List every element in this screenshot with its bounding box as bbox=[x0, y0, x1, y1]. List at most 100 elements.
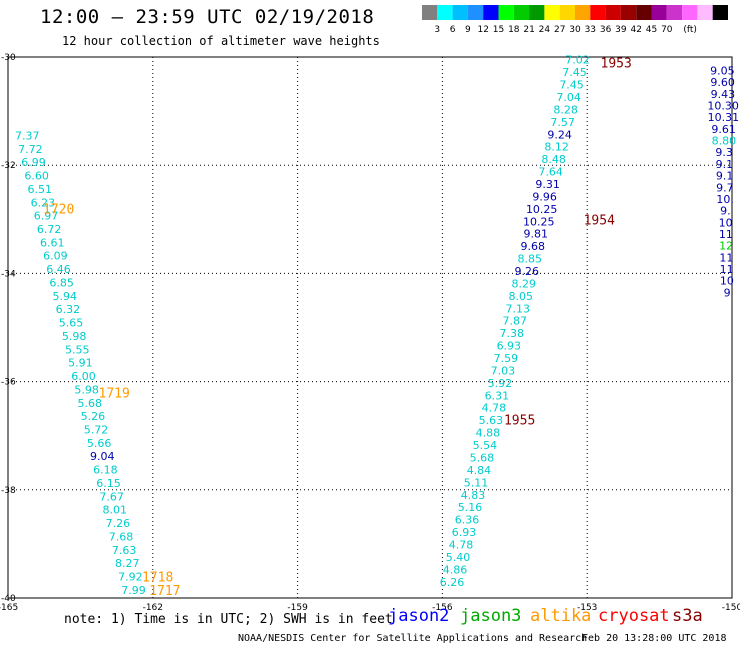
color-swatch bbox=[712, 5, 728, 20]
color-scale-label: 12 bbox=[477, 25, 488, 35]
wave-height-value: 10.25 bbox=[526, 203, 558, 216]
wave-height-value: 9.04 bbox=[90, 450, 115, 463]
color-scale-label: (ft) bbox=[683, 25, 697, 35]
wave-height-value: 10 bbox=[719, 216, 733, 229]
wave-height-value: 5.92 bbox=[488, 377, 513, 390]
legend-jason3: jason3 bbox=[460, 606, 522, 626]
wave-height-value: 6.60 bbox=[24, 170, 49, 183]
color-scale-label: 27 bbox=[554, 25, 565, 35]
wave-height-value: 9.60 bbox=[710, 76, 735, 89]
axis-tick-labels: -165 -162 -159 -156 -153 -150 -30 -32 -34 -36 -38 -… bbox=[0, 53, 740, 613]
wave-height-value: 9.7 bbox=[716, 181, 734, 194]
wave-height-value: 5.98 bbox=[62, 330, 87, 343]
wave-height-value: 5.98 bbox=[74, 383, 99, 396]
wave-height-value: 7.26 bbox=[106, 517, 131, 530]
wave-height-value: 6.93 bbox=[497, 340, 522, 353]
wave-height-value: 6.85 bbox=[49, 276, 74, 289]
wave-height-value: 5.94 bbox=[53, 290, 78, 303]
wave-height-value: 6.18 bbox=[93, 464, 118, 477]
wave-height-value: 9.26 bbox=[515, 265, 540, 278]
color-swatch bbox=[620, 5, 637, 20]
wave-height-value: 5.72 bbox=[84, 423, 109, 436]
wave-height-value: 6.61 bbox=[40, 236, 65, 249]
wave-height-value: 7.72 bbox=[18, 143, 43, 156]
wave-height-value: 10.25 bbox=[523, 215, 555, 228]
color-scale-label: 70 bbox=[661, 25, 673, 35]
wave-height-value: 7.59 bbox=[494, 352, 519, 365]
wave-height-value: 6.36 bbox=[455, 514, 480, 527]
wave-height-value: 10.31 bbox=[708, 111, 740, 124]
wave-height-value: 7.02 bbox=[565, 54, 590, 67]
color-swatch bbox=[636, 5, 652, 20]
wave-height-value: 11 bbox=[719, 228, 733, 241]
wave-height-value: 6.09 bbox=[43, 250, 68, 263]
wave-height-value: 5.68 bbox=[78, 397, 103, 410]
color-scale-label: 30 bbox=[569, 25, 581, 35]
wave-height-value: 10 bbox=[720, 275, 734, 288]
wave-height-value: 9.68 bbox=[520, 240, 545, 253]
longitude-tick-label: -156 bbox=[432, 603, 453, 613]
wave-height-value: 4.83 bbox=[461, 489, 486, 502]
color-scale-label: 9 bbox=[465, 25, 471, 35]
color-scale-label: 45 bbox=[646, 25, 657, 35]
longitude-tick-label: -165 bbox=[0, 603, 18, 613]
pass-time-label: 1717 bbox=[149, 584, 180, 599]
pass-time-label: 1955 bbox=[504, 413, 535, 428]
wave-height-value: 9 bbox=[724, 286, 731, 299]
wave-height-value: 7.45 bbox=[559, 79, 584, 92]
wave-height-value: 9. bbox=[720, 205, 731, 218]
color-scale-label: 36 bbox=[600, 25, 612, 35]
pass-time-label: 1718 bbox=[142, 570, 173, 585]
wave-height-value: 9.3 bbox=[715, 146, 733, 159]
color-swatch bbox=[666, 5, 683, 20]
map-title: 12:00 – 23:59 UTC 02/19/2018 bbox=[40, 6, 375, 28]
wave-height-tracks: 7.377.726.996.606.516.236.976.726.616.09… bbox=[15, 54, 739, 597]
color-swatch bbox=[452, 5, 468, 20]
wave-height-value: 5.55 bbox=[65, 343, 90, 356]
pass-time-label: 1954 bbox=[584, 213, 615, 228]
wave-height-value: 4.78 bbox=[482, 402, 507, 415]
color-scale-label: 42 bbox=[630, 25, 641, 35]
color-swatch bbox=[605, 5, 621, 20]
wave-height-value: 7.99 bbox=[121, 584, 146, 597]
wave-height-value: 8.05 bbox=[509, 290, 534, 303]
color-swatch bbox=[651, 5, 667, 20]
wave-height-value: 7.38 bbox=[500, 327, 525, 340]
wave-height-value: 9.43 bbox=[711, 88, 736, 101]
map-subtitle: 12 hour collection of altimeter wave hei… bbox=[62, 34, 380, 48]
wave-height-value: 8.27 bbox=[115, 557, 140, 570]
wave-height-value: 6.72 bbox=[37, 223, 62, 236]
color-scale-label: 24 bbox=[539, 25, 551, 35]
wave-height-value: 7.37 bbox=[15, 129, 40, 142]
wave-height-value: 6.97 bbox=[34, 210, 59, 223]
color-scale-label: 39 bbox=[615, 25, 627, 35]
wave-height-value: 7.63 bbox=[112, 544, 137, 557]
wave-height-value: 5.54 bbox=[473, 439, 498, 452]
wave-height-value: 9.24 bbox=[547, 128, 572, 141]
wave-height-value: 5.66 bbox=[87, 437, 112, 450]
wave-height-value: 4.88 bbox=[476, 427, 501, 440]
wave-height-value: 9.05 bbox=[710, 65, 735, 78]
wave-height-value: 6.31 bbox=[485, 389, 510, 402]
latitude-tick-label: -30 bbox=[1, 53, 16, 63]
wave-height-value: 7.03 bbox=[491, 364, 516, 377]
wave-height-value: 9.61 bbox=[711, 123, 736, 136]
wave-height-value: 5.68 bbox=[470, 451, 495, 464]
legend-cryosat: cryosat bbox=[598, 606, 670, 626]
pass-time-label: 1719 bbox=[99, 386, 130, 401]
color-swatch bbox=[682, 5, 698, 20]
color-swatch bbox=[575, 5, 591, 20]
color-scale-label: 18 bbox=[508, 25, 520, 35]
wave-height-value: 9.1 bbox=[716, 158, 734, 171]
pass-time-label: 1720 bbox=[43, 202, 74, 217]
longitude-tick-label: -162 bbox=[143, 603, 163, 613]
wave-height-value: 6.00 bbox=[71, 370, 96, 383]
wave-height-value: 9.31 bbox=[535, 178, 560, 191]
color-swatch bbox=[437, 5, 453, 20]
wave-height-value: 9.81 bbox=[523, 228, 548, 241]
right-track: 9.059.609.4310.3010.319.618.809.39.19.19… bbox=[707, 65, 739, 300]
wave-height-value: 10.30 bbox=[707, 100, 739, 113]
wave-height-value: 11 bbox=[719, 251, 733, 264]
wave-height-value: 6.23 bbox=[31, 196, 56, 209]
